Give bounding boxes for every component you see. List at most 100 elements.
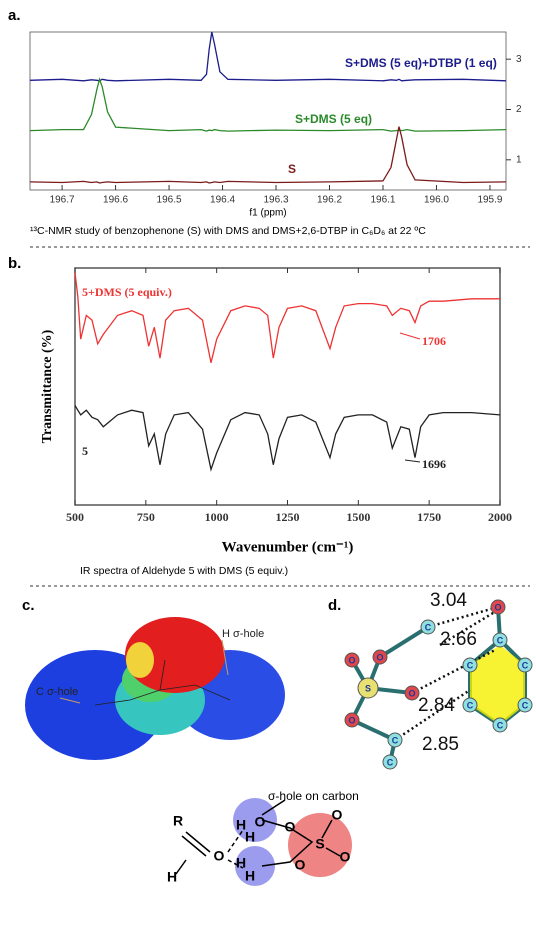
sigma-hole-sphere [235,846,275,886]
scheme-atom: H [167,869,177,885]
atom [490,599,506,615]
x-tick-label: 196.4 [210,195,235,206]
atom [492,632,508,648]
x-tick-label: 1500 [346,510,370,524]
panel-label: a. [8,7,21,24]
scheme-bonds [175,799,341,875]
series-line [74,405,501,472]
contact [439,608,499,647]
scheme-atom: O [214,848,225,864]
x-tick-label: 1250 [276,510,300,524]
atom-label: O [408,688,415,698]
series-line [29,77,507,132]
panel-label: d. [328,597,341,614]
surface-label: H σ-hole [222,628,264,640]
atom [344,652,360,668]
contacts [394,605,499,742]
x-tick-label: 196.3 [264,195,289,206]
sulfate-sphere [288,813,352,877]
pointer [261,799,286,816]
atom-label: C [522,660,529,670]
atom [517,657,533,673]
surface-label: C σ-hole [36,686,78,698]
scheme-atom: H [236,817,246,833]
series-label: S+DMS (5 eq)+DTBP (1 eq) [345,56,497,70]
atom-label: O [494,602,501,612]
esp-surface [25,617,285,760]
x-tick-label: 196.5 [157,195,182,206]
x-tick-label: 196.2 [317,195,342,206]
bond [350,625,430,763]
x-tick-label: 196.7 [50,195,75,206]
caption: IR spectra of Aldehyde 5 with DMS (5 equ… [80,565,288,577]
scheme-title: σ-hole on carbon [268,789,359,803]
atom [492,717,508,733]
skeleton [94,659,231,706]
series-label: S+DMS (5 eq) [295,112,372,126]
annotation: 1706 [422,334,446,348]
scheme-atom: H [245,829,255,845]
scheme-atom: O [340,849,351,865]
annotation-arrow [404,459,421,463]
series-line [74,272,500,363]
scheme-atom: H [245,868,255,884]
x-tick-label: 196.1 [370,195,395,206]
atom [517,697,533,713]
atom [420,619,436,635]
atom-label: C [497,720,504,730]
atom-label: C [392,735,399,745]
y-tick-label: 1 [516,154,522,165]
scheme-atom: O [285,819,296,835]
scheme-atom: O [332,807,343,823]
atom [357,677,379,699]
atom-label: C [497,635,504,645]
scheme-atom: H [236,855,246,871]
scheme-atom: S [315,836,324,852]
scheme-atom: R [173,813,183,829]
distance-label: 2.66 [440,629,477,650]
sigma-hole-sphere [233,798,277,842]
ring-face [470,645,525,725]
y-tick-label: 2 [516,104,522,115]
x-tick-label: 1000 [205,510,229,524]
atom-label: C [425,622,432,632]
atom [387,732,403,748]
distance-label: 2.84 [418,695,455,716]
atom [462,657,478,673]
distance-label: 3.04 [430,590,467,611]
x-axis-label: Wavenumber (cm⁻¹) [222,539,354,555]
arrow [59,697,81,704]
bond [261,819,341,867]
series-label: 5 [82,444,88,458]
x-tick-label: 196.0 [424,195,449,206]
panel-label: b. [8,255,21,272]
y-tick-label: 3 [516,54,522,65]
contact [411,648,496,695]
contact [427,605,499,629]
atom-label: O [348,655,355,665]
x-tick-label: 500 [66,510,84,524]
annotation: 1696 [422,457,446,471]
atom-label: S [365,683,371,693]
atom-label: C [387,757,394,767]
annotation-arrow [399,332,421,340]
atom-label: O [376,652,383,662]
atom [462,697,478,713]
series-label: 5+DMS (5 equiv.) [82,285,172,299]
x-tick-label: 195.9 [477,195,502,206]
scheme-atom: O [255,814,266,830]
series-line [29,126,507,184]
atom-label: C [467,660,474,670]
x-axis-label: f1 (ppm) [249,208,286,219]
atom-label: C [522,700,529,710]
atom [382,754,398,770]
x-tick-label: 2000 [488,510,512,524]
atom [372,649,388,665]
distance-label: 2.85 [422,734,459,755]
scheme-atom: O [295,857,306,873]
surface-lobe [126,642,154,678]
atom-label: C [467,700,474,710]
caption: ¹³C-NMR study of benzophenone (S) with D… [30,225,426,237]
plot-frame [29,31,507,191]
